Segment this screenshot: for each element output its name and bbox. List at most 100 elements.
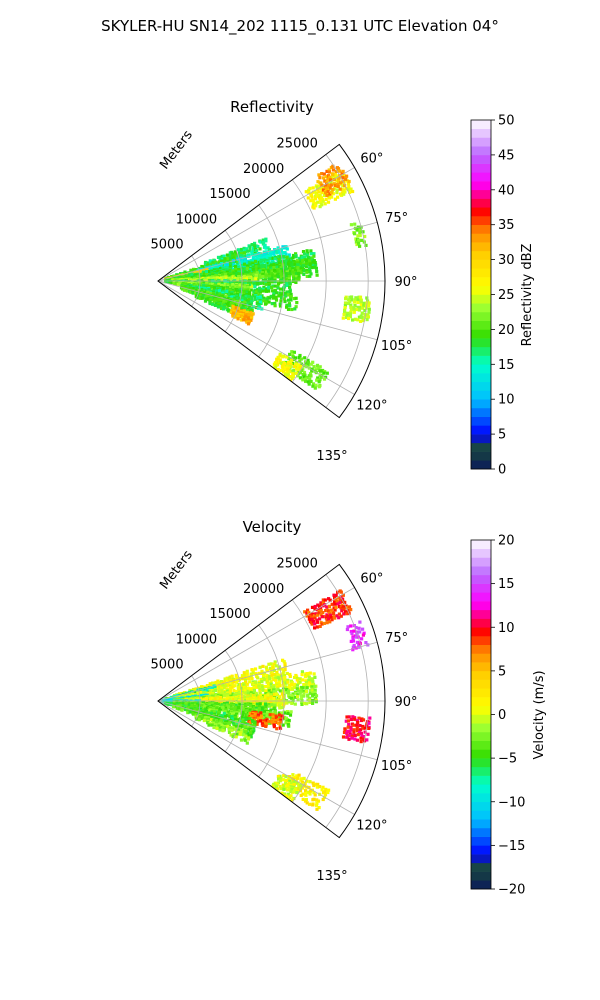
echo-cell: [241, 711, 245, 715]
echo-cell: [283, 664, 287, 668]
echo-cell: [279, 296, 284, 300]
echo-cell: [366, 313, 370, 317]
echo-cell: [281, 671, 285, 675]
echo-cell: [340, 187, 344, 192]
echo-cell: [327, 604, 332, 608]
echo-cell: [337, 616, 341, 620]
echo-cell: [269, 662, 273, 666]
echo-cell: [263, 263, 267, 268]
echo-cell: [354, 635, 358, 639]
echo-cell: [349, 303, 353, 307]
colorbar-step: [471, 373, 491, 383]
echo-cell: [355, 307, 359, 312]
echo-cell: [232, 680, 236, 684]
echo-cell: [274, 274, 278, 278]
colorbar-step: [471, 259, 491, 269]
echo-cell: [341, 184, 345, 188]
echo-cell: [306, 361, 310, 365]
echo-cell: [269, 680, 273, 684]
echo-cell: [277, 261, 282, 265]
echo-cell: [360, 311, 364, 315]
echo-cell: [322, 377, 327, 381]
echo-cell: [367, 310, 371, 314]
echo-cell: [291, 698, 295, 702]
echo-cell: [293, 675, 297, 680]
echo-cell: [322, 371, 326, 375]
echo-cell: [264, 282, 268, 286]
echo-cell: [309, 678, 313, 682]
echo-cell: [350, 631, 354, 636]
echo-cell: [359, 300, 363, 304]
echo-cell: [258, 687, 262, 692]
echo-cell: [347, 179, 351, 184]
echo-cell: [199, 281, 203, 285]
echo-cell: [321, 199, 325, 203]
echo-cell: [261, 289, 265, 293]
echo-cell: [211, 687, 215, 691]
echo-cell: [343, 310, 347, 314]
echo-cell: [334, 605, 338, 609]
echo-cell: [312, 206, 316, 210]
echo-cell: [231, 311, 236, 315]
echo-cell: [279, 673, 283, 677]
echo-cell: [287, 357, 291, 361]
echo-cell: [257, 264, 261, 268]
echo-cell: [325, 179, 329, 183]
echo-cell: [328, 598, 332, 602]
echo-cell: [198, 296, 202, 300]
echo-cell: [273, 304, 277, 308]
echo-cell: [295, 261, 299, 265]
echo-cell: [305, 268, 309, 273]
colorbar-tick-label: 45: [498, 148, 515, 163]
echo-cell: [277, 695, 282, 699]
echo-cell: [267, 248, 271, 252]
echo-cell: [286, 370, 290, 374]
echo-cell: [227, 292, 232, 296]
echo-cell: [319, 608, 323, 613]
echo-cell: [288, 352, 292, 356]
echo-cell: [296, 259, 300, 263]
echo-cell: [331, 164, 335, 168]
echo-cell: [288, 289, 292, 293]
echo-cell: [358, 230, 362, 234]
echo-cell: [252, 688, 256, 692]
echo-cell: [209, 292, 213, 296]
colorbar-step: [471, 364, 491, 374]
echo-cell: [225, 289, 229, 293]
echo-cell: [261, 274, 265, 279]
echo-cell: [315, 608, 320, 612]
echo-cell: [254, 277, 258, 281]
echo-cell: [234, 696, 238, 701]
echo-cell: [352, 310, 356, 314]
echo-cell: [250, 295, 254, 300]
echo-cell: [339, 595, 343, 599]
echo-cell: [276, 675, 280, 679]
echo-cell: [195, 283, 200, 287]
echo-cell: [241, 677, 245, 681]
echo-cell: [362, 301, 366, 305]
echo-cell: [272, 700, 276, 704]
echo-cell: [302, 683, 306, 687]
echo-cell: [315, 613, 319, 617]
echo-cell: [307, 610, 311, 615]
echo-cell: [278, 700, 282, 704]
echo-cell: [303, 610, 307, 614]
colorbar-step: [471, 268, 491, 278]
echo-cell: [270, 302, 274, 306]
echo-cell: [305, 681, 309, 685]
echo-cell: [364, 243, 368, 247]
echo-cell: [330, 602, 334, 606]
echo-cell: [305, 261, 309, 266]
colorbar-tick-label: 0: [498, 463, 506, 478]
echo-cell: [288, 687, 292, 691]
echo-cell: [305, 686, 309, 690]
echo-cell: [277, 269, 281, 273]
colorbar-step: [471, 407, 491, 417]
echo-cell: [283, 372, 287, 376]
echo-cell: [238, 703, 242, 707]
echo-cell: [267, 286, 271, 290]
echo-cell: [211, 266, 215, 270]
echo-cell: [252, 696, 256, 700]
echo-cell: [358, 620, 362, 624]
